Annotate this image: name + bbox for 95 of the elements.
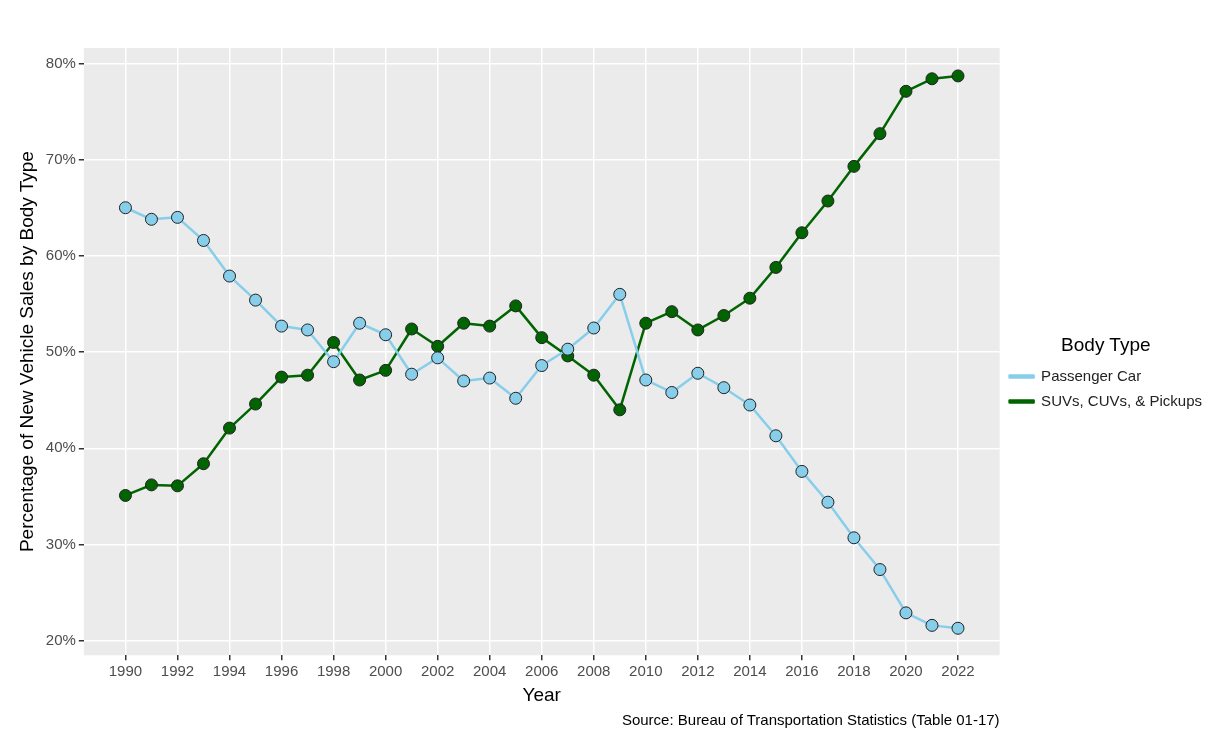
point: [743, 398, 757, 412]
point: [431, 339, 445, 353]
point: [144, 212, 158, 226]
point: [405, 367, 419, 381]
point: [405, 322, 419, 336]
point: [639, 373, 653, 387]
x-tick-label: 2002: [420, 662, 455, 680]
point: [144, 478, 158, 492]
point: [509, 391, 523, 405]
y-tick-label: 70%: [45, 149, 76, 167]
point: [951, 621, 965, 635]
point: [301, 368, 315, 382]
legend-title: Body Type: [1061, 333, 1151, 355]
x-tick-label: 1998: [316, 662, 351, 680]
point: [587, 368, 601, 382]
point: [197, 233, 210, 247]
x-tick-label: 2018: [837, 662, 871, 680]
point: [561, 342, 575, 356]
x-tick-label: 2000: [368, 662, 403, 680]
point: [639, 316, 653, 330]
legend-label: SUVs, CUVs, & Pickups: [1041, 391, 1203, 409]
y-tick-label: 20%: [45, 630, 76, 648]
x-tick-label: 2022: [941, 662, 975, 680]
point: [379, 328, 393, 342]
point: [717, 381, 731, 395]
point: [249, 397, 263, 411]
point: [275, 370, 289, 384]
source-note: Source: Bureau of Transportation Statistics (Table 01-17): [621, 711, 1000, 728]
point: [431, 351, 445, 365]
point: [301, 323, 315, 337]
point: [535, 359, 549, 373]
x-tick-label: 2014: [733, 662, 767, 680]
point: [769, 429, 783, 443]
point: [223, 269, 237, 283]
point: [353, 373, 367, 387]
y-tick-label: 30%: [45, 534, 76, 552]
point: [899, 606, 913, 620]
point: [327, 355, 341, 369]
point: [925, 618, 939, 632]
y-tick-label: 40%: [45, 438, 76, 456]
point: [535, 331, 549, 345]
point: [899, 84, 913, 98]
x-tick-label: 2020: [889, 662, 923, 680]
point: [118, 488, 132, 502]
x-tick-label: 2012: [681, 662, 715, 680]
point: [327, 335, 341, 349]
x-tick-label: 2008: [577, 662, 611, 680]
y-tick-label: 50%: [45, 342, 76, 360]
point: [925, 72, 939, 86]
y-axis-title: Percentage of New Vehicle Sales by Body Type: [15, 151, 37, 553]
x-tick-label: 2010: [629, 662, 663, 680]
point: [951, 69, 965, 83]
x-tick-label: 1994: [212, 662, 247, 680]
point: [795, 464, 809, 478]
point: [847, 159, 861, 173]
x-tick-label: 1990: [108, 662, 143, 680]
y-tick-label: 60%: [45, 245, 76, 263]
point: [483, 319, 497, 333]
point: [613, 287, 627, 301]
point: [873, 127, 887, 141]
point: [613, 403, 627, 417]
point: [275, 319, 289, 333]
x-axis-title: Year: [522, 683, 562, 705]
x-tick-label: 1992: [160, 662, 195, 680]
point: [457, 316, 471, 330]
point: [873, 563, 887, 577]
point: [223, 421, 237, 435]
point: [795, 226, 809, 240]
point: [197, 457, 210, 471]
point: [743, 291, 757, 305]
point: [457, 374, 471, 388]
legend-label: Passenger Car: [1041, 366, 1142, 384]
point: [170, 479, 184, 493]
point: [821, 495, 835, 509]
point: [353, 316, 367, 330]
point: [118, 201, 132, 215]
y-tick-label: 80%: [45, 53, 76, 71]
x-tick-label: 2004: [473, 662, 507, 680]
point: [691, 366, 705, 380]
point: [769, 260, 783, 274]
x-tick-label: 2016: [785, 662, 819, 680]
point: [717, 309, 731, 323]
point: [691, 323, 705, 337]
point: [821, 194, 835, 208]
point: [847, 531, 861, 545]
point: [170, 210, 184, 224]
point: [249, 293, 263, 307]
point: [379, 363, 393, 377]
x-tick-label: 2006: [525, 662, 559, 680]
point: [587, 321, 601, 335]
point: [483, 371, 497, 385]
x-tick-label: 1996: [264, 662, 299, 680]
point: [665, 386, 679, 399]
point: [665, 305, 679, 319]
point: [509, 299, 523, 313]
